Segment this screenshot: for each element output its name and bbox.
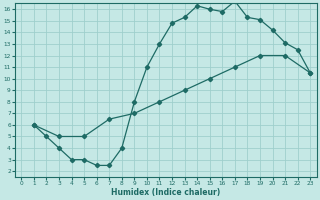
X-axis label: Humidex (Indice chaleur): Humidex (Indice chaleur) [111, 188, 220, 197]
